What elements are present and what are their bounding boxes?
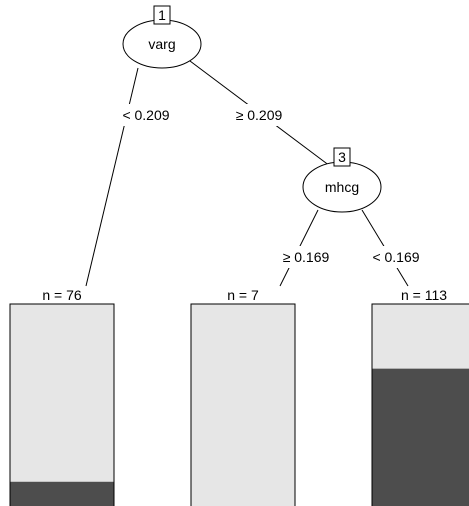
leaf-left-n-label: n = 76 — [42, 287, 82, 303]
leaf-left-light-segment — [10, 304, 114, 482]
leaf-right-n-label: n = 113 — [401, 287, 447, 303]
node-1-id-box — [153, 5, 171, 25]
node-mhcg-label: mhcg — [325, 179, 359, 195]
node-3-id-box — [333, 147, 351, 167]
leaf-right-frame — [371, 303, 469, 506]
node-1-id: 1 — [158, 7, 166, 23]
leaf-right-bar — [371, 303, 469, 506]
leaf-middle-light-segment — [191, 304, 295, 506]
node-3-id: 3 — [338, 149, 346, 165]
leaf-right-dark-segment — [372, 368, 469, 506]
leaf-left-dark-segment — [10, 481, 114, 506]
edge-1-to-leaf-left — [85, 67, 139, 287]
leaf-left-bar — [9, 303, 115, 506]
split-label-mhcg-left: ≥ 0.169 — [283, 249, 330, 265]
split-label-mhcg-right: < 0.169 — [372, 249, 419, 265]
split-label-varg-left: < 0.209 — [122, 107, 169, 123]
leaf-middle-bar — [190, 303, 296, 506]
leaf-middle-n-label: n = 7 — [227, 287, 259, 303]
split-label-varg-right: ≥ 0.209 — [236, 107, 283, 123]
leaf-right-light-segment — [372, 304, 469, 369]
node-varg-label: varg — [148, 36, 175, 52]
leaf-middle-frame — [190, 303, 296, 506]
leaf-left-frame — [9, 303, 115, 506]
